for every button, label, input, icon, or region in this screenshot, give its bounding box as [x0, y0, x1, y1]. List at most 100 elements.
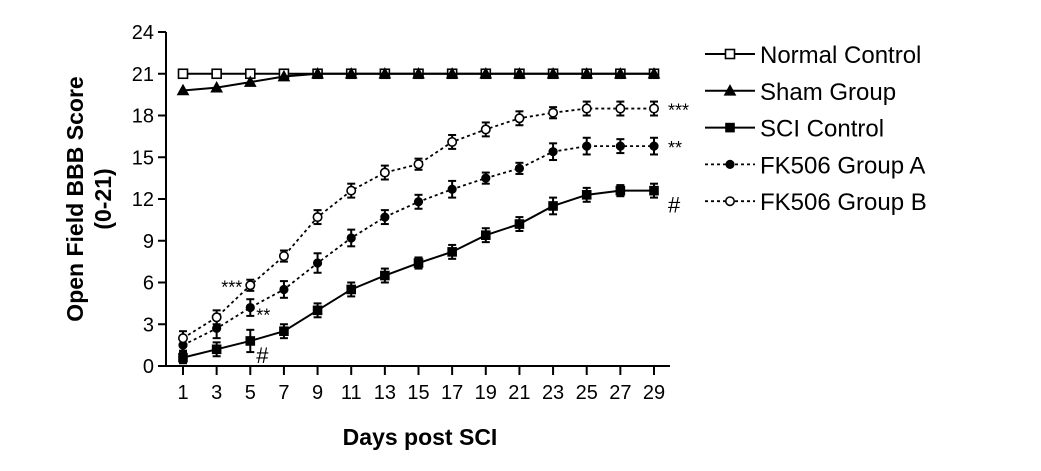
- marker-filled-circle: [481, 173, 491, 183]
- marker-filled-triangle: [546, 67, 560, 79]
- legend-item: FK506 Group B: [705, 189, 927, 216]
- x-axis-title: Days post SCI: [343, 424, 498, 450]
- marker-open-circle: [312, 212, 323, 223]
- marker-filled-square: [649, 185, 659, 196]
- marker-filled-square: [346, 284, 357, 295]
- significance-annotation: ***: [668, 101, 689, 121]
- marker-filled-square: [178, 352, 188, 363]
- legend-label: Sham Group: [760, 79, 896, 106]
- marker-open-circle: [178, 333, 189, 344]
- significance-annotation: #: [256, 343, 269, 368]
- marker-open-circle: [480, 124, 491, 135]
- x-tick-label: 5: [245, 382, 256, 404]
- marker-filled-triangle: [723, 84, 737, 96]
- marker-open-circle: [245, 280, 256, 291]
- marker-open-circle: [581, 103, 592, 114]
- marker-open-circle: [211, 312, 222, 323]
- marker-filled-triangle: [445, 67, 459, 79]
- marker-filled-square: [615, 185, 626, 196]
- marker-filled-circle: [212, 323, 222, 334]
- series-fk506-group-b: [178, 100, 659, 347]
- marker-filled-circle: [346, 233, 356, 243]
- marker-filled-circle: [279, 284, 289, 295]
- x-tick-label: 23: [542, 382, 564, 404]
- marker-filled-triangle: [479, 67, 493, 79]
- marker-filled-circle: [413, 197, 424, 207]
- marker-filled-circle: [548, 147, 558, 157]
- legend-label: Normal Control: [760, 42, 921, 69]
- marker-filled-square: [279, 326, 289, 337]
- series-sci-control: [178, 182, 659, 365]
- y-tick-label: 15: [132, 147, 154, 169]
- marker-filled-square: [725, 122, 735, 133]
- marker-filled-triangle: [647, 67, 661, 79]
- marker-filled-triangle: [613, 67, 627, 79]
- marker-open-circle: [615, 103, 626, 114]
- marker-filled-triangle: [513, 67, 526, 79]
- marker-filled-circle: [725, 159, 735, 169]
- marker-filled-square: [245, 336, 256, 346]
- legend-item: SCI Control: [705, 116, 884, 143]
- x-tick-label: 13: [374, 382, 396, 404]
- marker-open-circle: [648, 103, 659, 114]
- marker-filled-circle: [514, 163, 525, 173]
- marker-filled-triangle: [243, 75, 257, 87]
- marker-filled-circle: [380, 212, 390, 222]
- y-tick-label: 12: [132, 189, 154, 211]
- x-tick-label: 11: [341, 382, 362, 404]
- marker-filled-square: [548, 201, 558, 211]
- legend-label: FK506 Group B: [760, 189, 927, 216]
- significance-annotation: ***: [221, 277, 242, 297]
- marker-filled-triangle: [311, 67, 324, 79]
- x-tick-label: 9: [312, 382, 323, 404]
- significance-annotation: **: [256, 306, 270, 326]
- legend-label: SCI Control: [760, 116, 884, 143]
- marker-open-circle: [548, 107, 559, 118]
- marker-filled-square: [581, 190, 592, 200]
- marker-filled-triangle: [580, 67, 594, 79]
- y-axis-title-line1: Open Field BBB Score: [62, 76, 88, 321]
- series-sham-group: [176, 67, 661, 96]
- marker-open-circle: [514, 113, 525, 124]
- x-tick-label: 25: [576, 382, 598, 404]
- significance-annotation: **: [668, 138, 682, 158]
- x-tick-label: 15: [407, 382, 429, 404]
- marker-filled-triangle: [378, 67, 392, 79]
- y-tick-label: 9: [143, 231, 154, 253]
- marker-filled-square: [413, 258, 424, 268]
- series-fk506-group-a: [178, 136, 659, 352]
- marker-open-square: [724, 48, 736, 60]
- marker-filled-square: [447, 247, 457, 257]
- marker-filled-triangle: [277, 69, 291, 82]
- marker-filled-circle: [615, 141, 625, 151]
- marker-filled-circle: [582, 141, 592, 151]
- x-tick-label: 27: [609, 382, 631, 404]
- marker-open-square: [211, 68, 222, 80]
- marker-filled-circle: [649, 141, 659, 151]
- y-tick-label: 24: [132, 22, 154, 44]
- marker-open-circle: [346, 185, 357, 196]
- marker-open-circle: [379, 167, 390, 178]
- marker-filled-triangle: [210, 81, 224, 93]
- series-line: [182, 189, 654, 359]
- legend-item: FK506 Group A: [705, 152, 925, 179]
- marker-filled-circle: [312, 258, 323, 268]
- marker-open-square: [177, 68, 189, 80]
- y-tick-label: 18: [132, 106, 154, 128]
- marker-open-circle: [413, 159, 424, 170]
- marker-filled-triangle: [176, 83, 190, 96]
- marker-filled-square: [380, 270, 390, 281]
- y-tick-label: 0: [143, 356, 154, 378]
- x-tick-label: 7: [278, 382, 289, 404]
- marker-filled-circle: [447, 184, 457, 194]
- x-tick-label: 17: [441, 382, 463, 404]
- significance-annotation: #: [668, 193, 681, 218]
- marker-open-circle: [724, 196, 735, 207]
- x-tick-label: 19: [475, 382, 497, 404]
- y-axis-title-line2: (0-21): [90, 168, 116, 229]
- y-tick-label: 21: [132, 64, 154, 86]
- marker-filled-triangle: [412, 67, 425, 79]
- marker-filled-square: [211, 344, 222, 355]
- y-tick-label: 3: [143, 314, 154, 336]
